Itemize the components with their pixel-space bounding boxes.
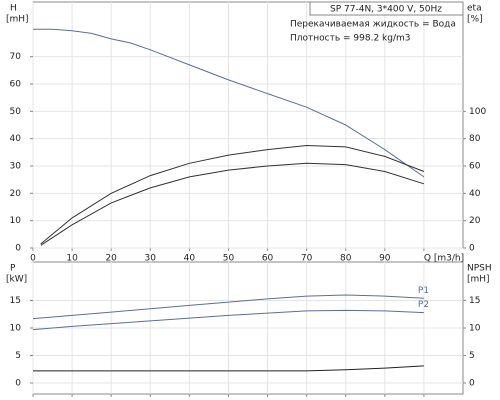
series-label: P1 [418,286,429,296]
y2-tick-label: 100 [469,107,486,117]
chart-title: SP 77-4N, 3*400 V, 50Hz [330,5,442,15]
y-tick-label: 10 [10,216,22,226]
curve [33,28,425,178]
x-tick-label: 70 [301,254,313,264]
y2-tick-label: 20 [469,216,481,226]
y2-tick-label: 15 [469,296,480,306]
curve [40,162,425,246]
y2-tick-label: 0 [469,379,475,389]
y2-axis-unit: [mH] [467,275,490,285]
y-tick-label: 60 [10,80,22,90]
y2-tick-label: 80 [469,134,481,144]
y-axis-unit: [mH] [6,15,29,25]
y-axis-unit: [kW] [6,275,27,285]
x-tick-label: 10 [66,254,78,264]
y-tick-label: 30 [10,162,22,172]
x-tick-label: 50 [223,254,235,264]
title-box [309,1,464,16]
x-tick-label: 40 [184,254,196,264]
curve [33,365,424,372]
y-tick-label: 0 [15,244,21,254]
y2-tick-label: 40 [469,189,481,199]
x-tick-label: 90 [379,254,391,264]
y2-tick-label: 10 [469,324,481,334]
x-tick-label: 20 [105,254,117,264]
y2-tick-label: 0 [469,244,475,254]
curve [32,309,424,331]
series-label: P2 [418,300,429,310]
x-tick-label: 30 [145,254,157,264]
y-tick-label: 5 [15,351,21,361]
y-tick-label: 10 [10,324,22,334]
annotation: Перекачиваемая жидкость = Вода [290,20,456,30]
curve [40,144,425,245]
y2-axis-label: NPSH [467,264,492,274]
y2-axis-label: eta [467,4,482,14]
y-axis-label: H [10,4,17,14]
y2-axis-unit: [%] [467,15,483,25]
y-tick-label: 70 [10,52,22,62]
curve [32,294,424,320]
y-tick-label: 20 [10,189,22,199]
y-tick-label: 0 [15,379,21,389]
y-axis-label: P [10,264,16,274]
x-tick-label: 0 [30,254,36,264]
y-tick-label: 50 [10,107,22,117]
x-tick-label: Q [m3/h] [424,254,464,264]
y2-tick-label: 5 [469,351,475,361]
y-tick-label: 40 [10,134,22,144]
x-tick-label: 80 [340,254,352,264]
x-tick-label: 60 [262,254,274,264]
y-tick-label: 15 [10,296,21,306]
y2-tick-label: 60 [469,162,481,172]
annotation: Плотность = 998.2 kg/m3 [290,34,411,44]
